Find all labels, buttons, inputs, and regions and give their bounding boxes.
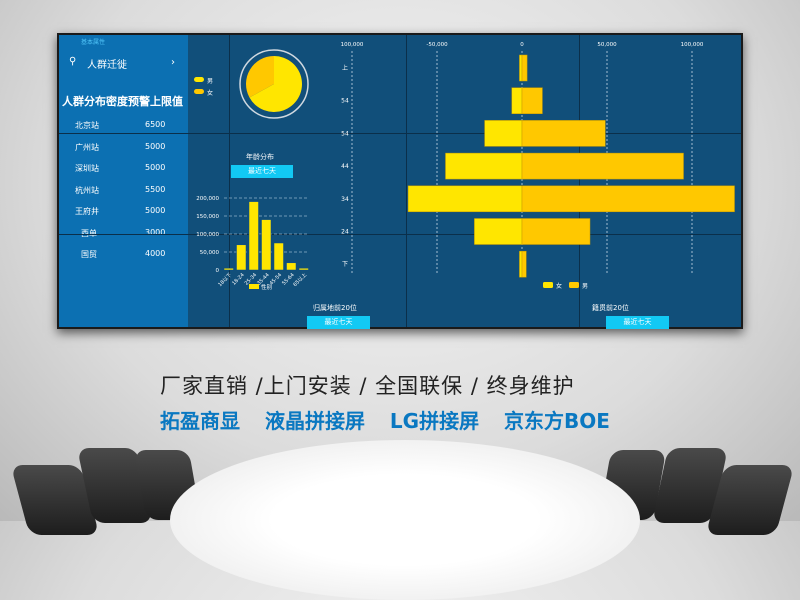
y-tick-label: 24 (341, 229, 349, 236)
station-name: 广州站 (75, 142, 99, 152)
station-value: 5500 (145, 184, 166, 194)
legend-label: 男 (207, 78, 213, 85)
y-tick-label: 50,000 (200, 250, 220, 256)
pie-slice-女 (246, 56, 274, 98)
conference-table (170, 440, 640, 600)
origin-range-button[interactable]: 最近七天 (307, 316, 370, 329)
y-tick-label: 54 (341, 130, 349, 137)
legend-swatch (194, 89, 204, 94)
butterfly-bar-女 (519, 250, 523, 278)
age-bar (261, 219, 272, 271)
y-tick-label: 54 (341, 98, 349, 105)
x-tick-label: 18以下 (217, 272, 233, 288)
butterfly-bar-男 (521, 218, 591, 245)
x-tick-label: 100,000 (341, 42, 364, 48)
butterfly-bar-男 (521, 250, 527, 278)
y-tick-label: 150,000 (196, 214, 219, 220)
native-range-button[interactable]: 最近七天 (606, 316, 669, 329)
charts-layer: 男女050,000100,000150,000200,00018以下18-242… (194, 42, 735, 291)
y-tick-label: 上 (342, 64, 348, 72)
station-name: 国贸 (81, 250, 97, 259)
pie-slice-男 (249, 56, 303, 112)
station-name: 深圳站 (75, 164, 99, 173)
legend-label: 女 (556, 282, 562, 290)
chevron-right-icon[interactable]: › (171, 57, 175, 68)
x-tick-label: 18-24 (231, 272, 246, 287)
butterfly-bar-男 (521, 87, 543, 114)
y-tick-label: 34 (341, 196, 349, 203)
station-value: 5000 (145, 141, 166, 151)
y-tick-label: 100,000 (196, 232, 219, 238)
butterfly-bar-女 (484, 120, 523, 147)
butterfly-bar-男 (521, 185, 735, 213)
y-tick-label: 200,000 (196, 196, 219, 202)
slogan-brands: 拓盈商显 液晶拼接屏 LG拼接屏 京东方BOE (160, 409, 610, 433)
y-tick-label: 下 (342, 261, 348, 268)
legend-swatch (249, 284, 259, 289)
native-title: 籍贯前20位 (592, 304, 629, 312)
legend-label: 性别 (261, 283, 272, 291)
age-title: 年龄分布 (246, 153, 274, 161)
panel-title: 人群分布密度预警上限值 (62, 95, 183, 108)
video-wall-screen: 基本属性 ⚲ 人群迁徙 › 人群分布密度预警上限值 北京站 6500 广州站 5000… (57, 33, 743, 329)
station-value: 6500 (145, 120, 166, 129)
legend-label: 男 (582, 283, 588, 290)
station-name: 王府井 (75, 207, 99, 216)
y-tick-label: 44 (341, 163, 349, 170)
station-name: 西单 (81, 228, 97, 238)
butterfly-bar-女 (474, 218, 523, 245)
age-bar (223, 267, 234, 271)
location-icon: ⚲ (69, 56, 77, 67)
left-panel: 基本属性 ⚲ 人群迁徙 › 人群分布密度预警上限值 北京站 6500 广州站 5000… (59, 35, 188, 327)
y-tick-label: 0 (216, 268, 220, 274)
x-tick-label: -50,000 (426, 42, 448, 48)
butterfly-bar-女 (407, 185, 523, 213)
station-value: 3000 (145, 227, 166, 237)
butterfly-bar-男 (521, 54, 528, 82)
station-value: 4000 (145, 249, 166, 258)
legend-swatch (194, 77, 204, 82)
station-name: 杭州站 (75, 185, 99, 195)
station-value: 5000 (145, 206, 166, 215)
x-tick-label: 0 (520, 42, 524, 48)
butterfly-bar-女 (511, 87, 523, 114)
age-bar (273, 242, 284, 271)
slogan-services: 厂家直销 /上门安装 / 全国联保 / 终身维护 (160, 374, 575, 398)
pie-ring (239, 49, 309, 119)
butterfly-bar-女 (445, 152, 523, 180)
age-range-button[interactable]: 最近七天 (231, 165, 293, 178)
legend-label: 女 (207, 89, 213, 97)
origin-title: 归属地前20位 (313, 304, 357, 312)
age-bar (298, 267, 309, 271)
age-bar (286, 262, 297, 271)
x-tick-label: 100,000 (681, 42, 704, 48)
butterfly-bar-女 (519, 54, 523, 82)
section-label: 基本属性 (81, 39, 106, 46)
butterfly-bar-男 (521, 152, 684, 180)
legend-swatch (569, 282, 579, 288)
legend-swatch (543, 282, 553, 288)
age-bar (248, 201, 259, 271)
nav-item-migration[interactable]: 人群迁徙 (87, 60, 127, 71)
station-value: 5000 (145, 163, 166, 172)
station-name: 北京站 (75, 121, 99, 130)
butterfly-bar-男 (521, 120, 606, 147)
x-tick-label: 50,000 (597, 42, 617, 48)
age-bar (236, 244, 247, 271)
x-tick-label: 65以上 (292, 271, 309, 288)
